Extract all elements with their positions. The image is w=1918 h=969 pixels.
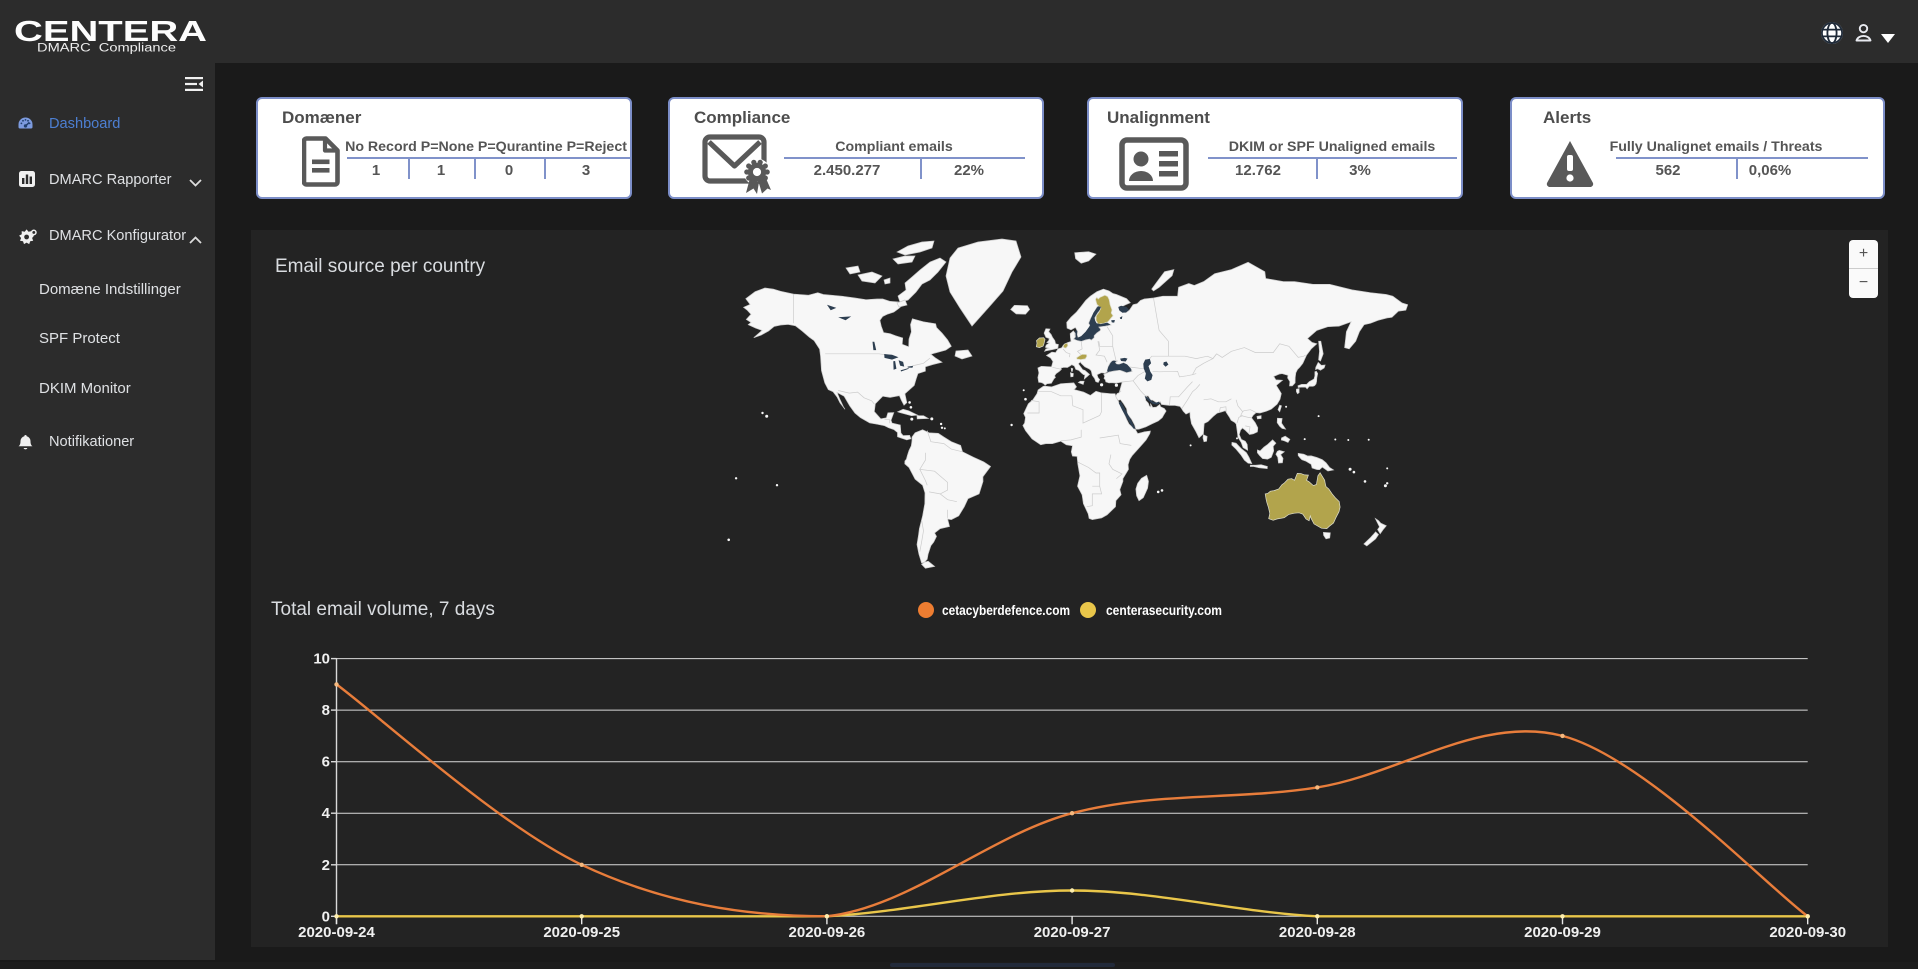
svg-text:cetacyberdefence.com: cetacyberdefence.com [942,603,1070,618]
svg-text:2020-09-26: 2020-09-26 [789,924,866,941]
svg-text:8: 8 [322,702,330,719]
svg-text:10: 10 [313,651,330,668]
svg-text:4: 4 [322,805,331,822]
svg-text:centerasecurity.com: centerasecurity.com [1106,603,1222,618]
svg-text:2020-09-28: 2020-09-28 [1279,924,1356,941]
svg-text:2020-09-25: 2020-09-25 [543,924,620,941]
svg-text:2020-09-30: 2020-09-30 [1769,924,1846,941]
svg-text:2020-09-27: 2020-09-27 [1034,924,1111,941]
svg-text:CENTERA: CENTERA [14,16,207,48]
svg-text:2020-09-29: 2020-09-29 [1524,924,1601,941]
svg-text:0: 0 [322,908,330,925]
svg-text:6: 6 [322,754,330,771]
svg-text:2020-09-24: 2020-09-24 [298,924,375,941]
svg-text:2: 2 [322,857,330,874]
svg-text:DMARC Compliance: DMARC Compliance [37,43,176,55]
